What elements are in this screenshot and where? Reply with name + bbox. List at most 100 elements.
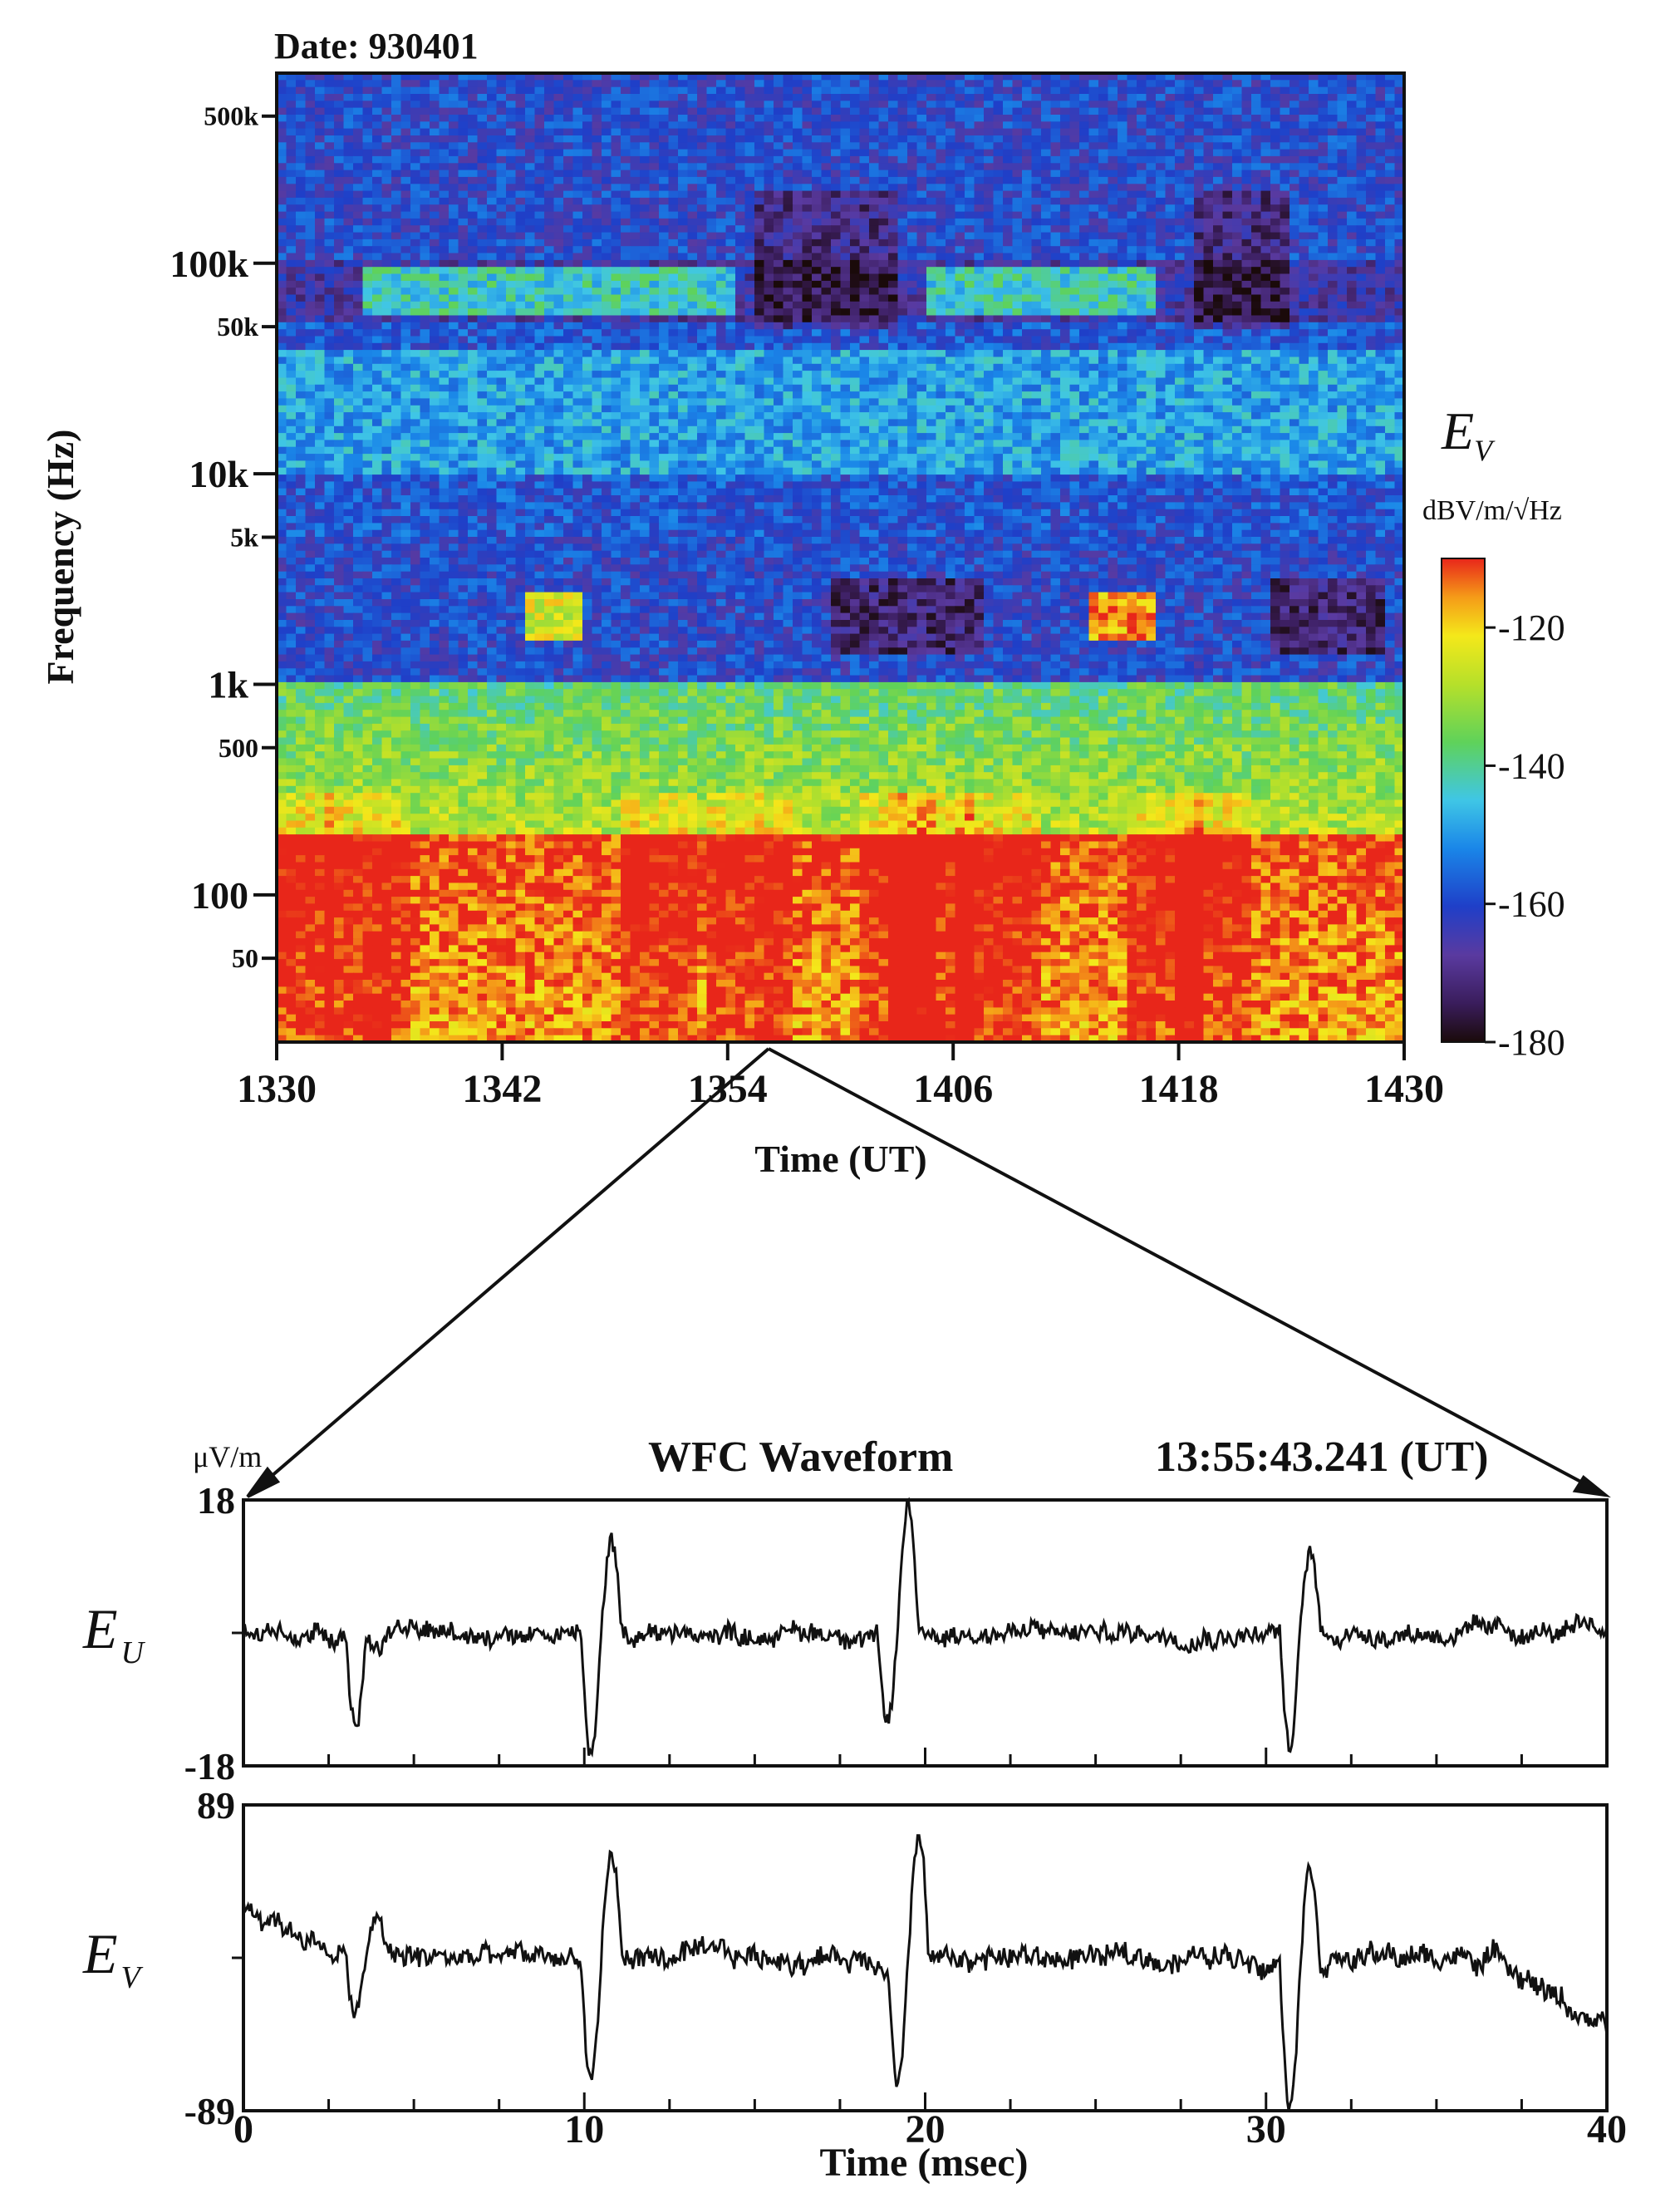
spectrogram-cell [572,259,583,268]
spectrogram-cell [897,204,908,213]
spectrogram-cell [534,86,545,95]
spectrogram-cell [315,288,326,296]
spectrogram-cell [916,356,927,365]
spectrogram-cell [936,342,946,351]
spectrogram-cell [955,301,965,309]
spectrogram-cell [1088,259,1099,268]
spectrogram-cell [1165,176,1176,184]
spectrogram-cell [869,259,880,268]
spectrogram-cell [1203,315,1214,323]
spectrogram-cell [525,73,536,81]
spectrogram-cell [640,329,651,337]
spectrogram-cell [324,163,335,171]
spectrogram-cell [496,238,507,247]
spectrogram-cell [572,218,583,226]
spectrogram-cell [984,246,995,254]
spectrogram-cell [353,163,364,171]
spectrogram-cell [1060,73,1071,81]
spectrogram-cell [611,363,621,371]
spectrogram-cell [946,163,956,171]
spectrogram-cell [563,350,574,357]
spectrogram-cell [602,197,612,205]
spectrogram-cell [946,322,956,330]
spectrogram-cell [984,315,995,323]
spectrogram-cell [1328,232,1339,240]
spectrogram-cell [343,101,354,109]
spectrogram-cell [515,121,526,130]
spectrogram-cell [372,176,383,184]
spectrogram-cell [1069,184,1080,192]
spectrogram-cell [515,363,526,371]
spectrogram-cell [1241,273,1252,282]
spectrogram-cell [1175,107,1186,116]
spectrogram-cell [563,288,574,296]
spectrogram-cell [286,238,297,247]
spectrogram-cell [572,128,583,136]
spectrogram-cell [783,267,793,275]
spectrogram-cell [1328,190,1339,199]
spectrogram-cell [1050,259,1061,268]
spectrogram-cell [334,329,345,337]
spectrogram-cell [783,128,793,136]
spectrogram-cell [1050,232,1061,240]
spectrogram-cell [744,246,755,254]
spectrogram-cell [1328,86,1339,95]
spectrogram-cell [1156,197,1167,205]
spectrogram-cell [744,315,755,323]
spectrogram-cell [984,273,995,282]
spectrogram-cell [1289,246,1300,254]
spectrogram-cell [706,288,717,296]
spectrogram-cell [716,259,727,268]
spectrogram-cell [774,253,784,261]
spectrogram-cell [897,301,908,309]
spectrogram-cell [888,308,899,317]
spectrogram-cell [859,155,870,164]
spectrogram-cell [926,232,937,240]
spectrogram-cell [1385,329,1396,337]
spectrogram-cell [1012,101,1023,109]
spectrogram-cell [458,253,469,261]
spectrogram-cell [410,232,421,240]
spectrogram-cell [1232,238,1243,247]
spectrogram-cell [802,149,813,157]
spectrogram-cell [277,301,287,309]
spectrogram-cell [1222,115,1233,122]
spectrogram-cell [1356,294,1367,302]
spectrogram-cell [544,115,555,122]
spectrogram-cell [1127,197,1137,205]
spectrogram-cell [525,315,536,323]
spectrogram-cell [668,163,679,171]
spectrogram-cell [764,294,774,302]
spectrogram-cell [1289,80,1300,88]
spectrogram-cell [984,225,995,234]
spectrogram-cell [1251,176,1262,184]
spectrogram-cell [458,294,469,302]
spectrogram-cell [487,211,498,219]
spectrogram-cell [1318,336,1329,344]
spectrogram-cell [602,308,612,317]
spectrogram-cell [1012,336,1023,344]
spectrogram-cell [496,211,507,219]
spectrogram-cell [1337,128,1348,136]
spectrogram-cell [334,246,345,254]
spectrogram-cell [1079,218,1090,226]
spectrogram-cell [1022,107,1033,116]
spectrogram-cell [487,197,498,205]
spectrogram-cell [1098,101,1109,109]
spectrogram-cell [706,267,717,275]
spectrogram-cell [812,225,823,234]
spectrogram-cell [277,225,287,234]
spectrogram-cell [812,246,823,254]
spectrogram-cell [744,336,755,344]
spectrogram-cell [430,288,440,296]
spectrogram-cell [764,315,774,323]
spectrogram-cell [946,336,956,344]
spectrogram-cell [926,211,937,219]
spectrogram-cell [1260,225,1271,234]
spectrogram-cell [1184,267,1195,275]
spectrogram-cell [1385,86,1396,95]
spectrogram-cell [1375,273,1386,282]
spectrogram-cell [725,190,736,199]
spectrogram-cell [1375,211,1386,219]
spectrogram-cell [305,322,316,330]
